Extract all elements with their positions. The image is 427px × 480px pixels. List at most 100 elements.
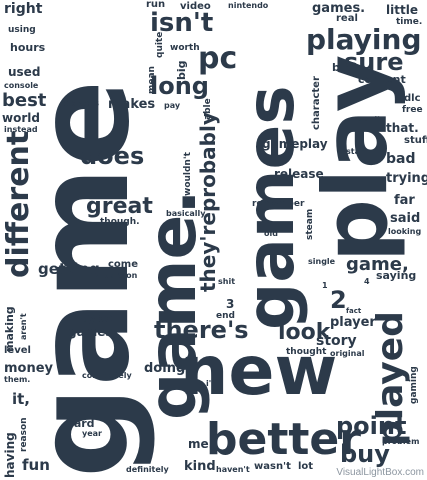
word-gameplay: gameplay bbox=[262, 137, 328, 151]
word-4: 4 bbox=[364, 277, 370, 286]
word-money: money bbox=[4, 361, 54, 376]
word-trying: trying bbox=[386, 171, 427, 186]
word-end: end bbox=[216, 311, 235, 321]
word-pay: pay bbox=[164, 101, 181, 110]
word-long: long bbox=[150, 72, 209, 100]
word-completely: completely bbox=[82, 371, 132, 380]
word-fact: fact bbox=[346, 307, 362, 315]
word-nintendo: nintendo bbox=[228, 1, 269, 10]
word-maybe: maybe bbox=[68, 311, 113, 325]
word-able: able bbox=[203, 98, 213, 120]
word-steam: steam bbox=[305, 208, 315, 240]
word-better: better bbox=[206, 414, 361, 465]
word-new: new bbox=[180, 332, 338, 411]
word-console: console bbox=[4, 81, 39, 90]
word-come: come bbox=[108, 259, 138, 270]
word-right: right bbox=[4, 1, 43, 17]
word-version: version bbox=[104, 271, 138, 280]
word-mean: mean bbox=[147, 66, 157, 94]
word-having: having bbox=[3, 432, 17, 478]
word-used: used bbox=[8, 65, 41, 79]
word-wouldnt: wouldn't bbox=[183, 152, 193, 196]
word-great: great bbox=[86, 194, 153, 219]
word-pc: pc bbox=[198, 41, 238, 76]
word-look: look bbox=[278, 320, 331, 345]
word-player: player bbox=[330, 315, 376, 330]
word-shit: shit bbox=[218, 277, 236, 286]
word-different: different bbox=[1, 130, 36, 278]
word-free: free bbox=[402, 105, 423, 115]
word-world: world bbox=[2, 111, 40, 125]
word-fun: fun bbox=[22, 456, 50, 474]
word-story: story bbox=[316, 333, 357, 349]
word-original: original bbox=[330, 349, 365, 358]
word-sure: sure bbox=[344, 48, 404, 76]
word-bit: bit bbox=[332, 61, 349, 74]
word-definitely: definitely bbox=[126, 465, 169, 474]
word-big: big bbox=[175, 60, 188, 80]
word-arent: aren't bbox=[19, 313, 28, 340]
word-best: best bbox=[2, 90, 47, 111]
word-dlc: dlc bbox=[404, 93, 421, 104]
word-little: little bbox=[386, 3, 418, 17]
word-saying: saying bbox=[376, 269, 417, 282]
word-it-comma: it, bbox=[12, 390, 31, 408]
word-said: said bbox=[390, 211, 421, 226]
word-games-period: games. bbox=[312, 1, 366, 16]
word-reason: reason bbox=[19, 417, 29, 452]
word-looking: looking bbox=[388, 227, 422, 236]
word-kind: kind bbox=[184, 459, 216, 474]
word-hours: hours bbox=[10, 41, 46, 54]
word-time: time. bbox=[396, 17, 423, 27]
word-isnt: isn't bbox=[150, 8, 214, 38]
word-gaming: gaming bbox=[409, 366, 419, 404]
word-makes: makes bbox=[108, 97, 156, 112]
word-3: 3 bbox=[226, 297, 235, 311]
word-that: that. bbox=[386, 121, 419, 135]
word-far: far bbox=[394, 193, 415, 208]
word-quite: quite bbox=[155, 31, 165, 58]
word-wasnt: wasn't bbox=[254, 461, 291, 472]
word-year: year bbox=[82, 429, 102, 438]
word-remember: remember bbox=[252, 199, 305, 209]
word-playing: playing bbox=[306, 23, 422, 56]
watermark-text: VisualLightBox.com bbox=[336, 467, 424, 478]
word-me: me. bbox=[188, 437, 214, 451]
word-lot: lot bbox=[298, 461, 314, 472]
word-video: video bbox=[180, 1, 211, 12]
word-ill: i'll bbox=[206, 379, 217, 388]
word-havent: haven't bbox=[216, 465, 250, 474]
word-level: level bbox=[4, 345, 31, 356]
word-problem: problem bbox=[382, 437, 420, 446]
word-1: 1 bbox=[322, 281, 328, 290]
word-buy: buy bbox=[340, 440, 390, 468]
word-getting: getting bbox=[38, 260, 100, 278]
word-single: single bbox=[308, 257, 336, 266]
word-wont: won't bbox=[356, 115, 381, 124]
word-theyreprobably: they'reprobably bbox=[196, 112, 220, 292]
word-run: run bbox=[146, 0, 166, 10]
word-doing: doing bbox=[144, 361, 186, 376]
word-start: start bbox=[346, 147, 368, 156]
word-using: using bbox=[8, 25, 36, 35]
word-bad: bad bbox=[386, 151, 416, 167]
word-real: real bbox=[336, 13, 358, 24]
word-instead: instead bbox=[4, 125, 38, 134]
word-hard: hard bbox=[66, 417, 95, 430]
word-them: them. bbox=[4, 375, 31, 384]
word-does: does bbox=[80, 142, 145, 170]
word-character: character bbox=[311, 76, 322, 130]
word-point: point bbox=[336, 412, 407, 440]
word-stuff: stuff bbox=[404, 135, 427, 146]
word-old: old bbox=[264, 229, 278, 238]
word-release: release bbox=[274, 167, 324, 181]
word-games-comma: games, bbox=[68, 325, 118, 339]
word-2: 2 bbox=[330, 286, 347, 314]
word-game-comma: game, bbox=[346, 254, 409, 275]
word-thought: thought bbox=[286, 347, 327, 357]
word-players: players bbox=[62, 99, 100, 109]
word-though: though. bbox=[100, 217, 140, 227]
word-content: content bbox=[358, 73, 406, 86]
word-theres: there's bbox=[154, 316, 249, 344]
